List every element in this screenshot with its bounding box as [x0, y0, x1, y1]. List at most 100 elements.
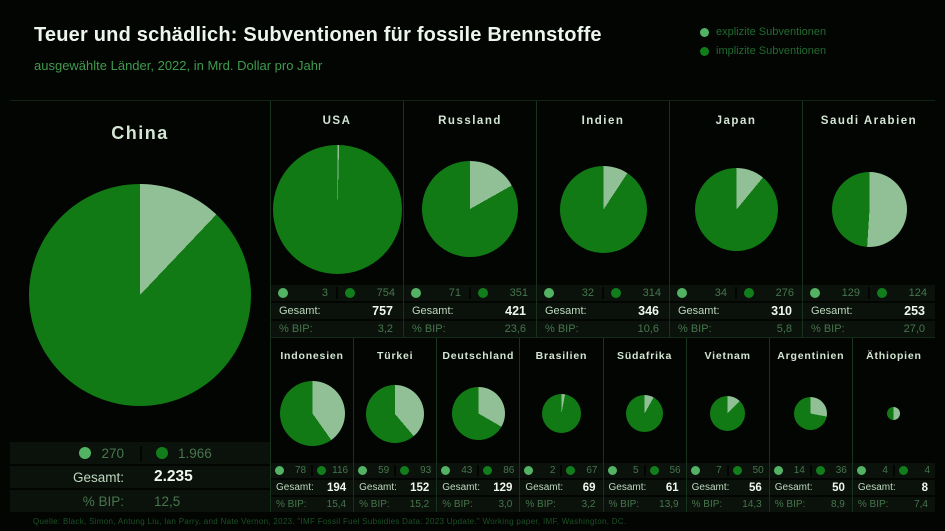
total-label: Gesamt: — [774, 482, 813, 493]
implicit-value: 93 — [420, 465, 432, 476]
explicit-value: 270 — [101, 445, 124, 461]
explicit-cell: 3 — [271, 287, 336, 299]
implicit-cell: 4 — [892, 465, 935, 476]
value-rows: 7 50 Gesamt: 56 % BIP: 14,3 — [686, 461, 769, 512]
implicit-value: 276 — [775, 287, 794, 299]
explicit-dot-icon — [524, 466, 534, 475]
implicit-value: 86 — [503, 465, 515, 476]
bip-value: 13,9 — [659, 499, 679, 510]
total-row: Gesamt: 50 — [769, 480, 852, 495]
implicit-dot-icon — [566, 466, 576, 475]
bip-value: 10,6 — [637, 323, 659, 335]
pie-chart — [422, 161, 518, 257]
explicit-dot-icon — [856, 466, 866, 475]
bip-row: % BIP: 3,2 — [520, 497, 603, 512]
subsidy-values-row: 14 36 — [769, 463, 852, 478]
total-row: Gesamt: 2.235 — [10, 466, 270, 488]
total-label: Gesamt: — [359, 482, 397, 493]
country-title: Deutschland — [442, 350, 515, 362]
implicit-dot-icon — [317, 466, 327, 475]
bip-row: % BIP: 23,6 — [404, 321, 536, 337]
value-rows: 4 4 Gesamt: 8 % BIP: 7,4 — [852, 461, 935, 512]
implicit-cell: 36 — [809, 465, 852, 476]
country-row-large: USA 3 754 Gesamt: 757 % BIP: 3,2 — [271, 101, 935, 338]
implicit-cell: 1.966 — [140, 445, 270, 461]
value-rows: 34 276 Gesamt: 310 % BIP: 5,8 — [670, 283, 802, 337]
bip-label: % BIP: — [608, 499, 640, 510]
total-value: 346 — [638, 304, 659, 318]
pie-wrap — [853, 366, 935, 461]
explicit-dot-icon — [358, 466, 368, 475]
implicit-dot-icon — [611, 288, 621, 298]
legend-item-implicit: implizite Subventionen — [700, 45, 826, 57]
explicit-value: 59 — [378, 465, 390, 476]
pie-wrap — [437, 366, 519, 461]
country-title: Japan — [715, 115, 757, 127]
explicit-dot-icon — [773, 466, 783, 475]
implicit-value: 1.966 — [178, 445, 212, 461]
total-value: 8 — [921, 481, 928, 494]
explicit-dot-icon — [607, 466, 617, 475]
implicit-value: 314 — [642, 287, 661, 299]
total-label: Gesamt: — [545, 305, 587, 317]
explicit-cell: 59 — [354, 465, 394, 476]
pie-wrap — [537, 135, 669, 283]
featured-panel-column: China 270 1.966 Gesamt: 2.235 % BIP: — [10, 101, 270, 512]
explicit-dot-icon — [544, 288, 554, 298]
country-panel-argentinien: Argentinien 14 36 Gesamt: 50 % BIP: — [768, 338, 852, 512]
bip-label: % BIP: — [279, 323, 313, 335]
subsidy-values-row: 270 1.966 — [10, 442, 270, 464]
country-panel-indien: Indien 32 314 Gesamt: 346 % BIP: — [536, 101, 669, 337]
total-row: Gesamt: 194 — [271, 480, 354, 495]
bip-label: % BIP: — [545, 323, 579, 335]
page-subtitle: ausgewählte Länder, 2022, in Mrd. Dollar… — [34, 58, 323, 73]
total-label: Gesamt: — [678, 305, 720, 317]
pie-chart — [694, 167, 778, 251]
country-title: Brasilien — [535, 350, 588, 362]
bip-row: % BIP: 5,8 — [670, 321, 802, 337]
pie-wrap — [520, 366, 602, 461]
pie-wrap — [10, 149, 270, 440]
pie-wrap — [404, 135, 536, 283]
implicit-cell: 116 — [311, 465, 353, 476]
subsidy-values-row: 3 754 — [271, 285, 403, 301]
implicit-value: 116 — [332, 465, 349, 476]
bip-value: 14,3 — [742, 499, 762, 510]
implicit-dot-icon — [483, 466, 493, 475]
total-label: Gesamt: — [525, 482, 564, 493]
value-rows: 5 56 Gesamt: 61 % BIP: 13,9 — [603, 461, 686, 512]
implicit-cell: 67 — [560, 465, 602, 476]
country-grid: USA 3 754 Gesamt: 757 % BIP: 3,2 — [270, 101, 935, 512]
bip-row: % BIP: 14,3 — [686, 497, 769, 512]
explicit-value: 5 — [633, 465, 639, 476]
bip-row: % BIP: 8,9 — [769, 497, 852, 512]
value-rows: 14 36 Gesamt: 50 % BIP: 8,9 — [769, 461, 852, 512]
total-value: 310 — [771, 304, 792, 318]
explicit-value: 7 — [716, 465, 722, 476]
implicit-dot-icon — [649, 466, 659, 475]
bip-value: 3,2 — [581, 499, 596, 510]
pie-wrap — [687, 366, 769, 461]
bip-value: 15,2 — [409, 499, 430, 510]
total-value: 56 — [748, 481, 762, 494]
total-label: Gesamt: — [691, 482, 730, 493]
implicit-value: 351 — [509, 287, 528, 299]
explicit-cell: 43 — [437, 465, 477, 476]
pie-chart — [272, 144, 402, 274]
implicit-dot-icon — [156, 447, 168, 459]
total-value: 253 — [904, 304, 925, 318]
explicit-dot-icon — [441, 466, 451, 475]
bip-label: % BIP: — [82, 493, 124, 509]
country-title: Indien — [581, 115, 625, 127]
pie-chart — [794, 397, 828, 430]
implicit-cell: 276 — [735, 287, 802, 299]
total-row: Gesamt: 310 — [670, 303, 802, 319]
implicit-dot-icon — [898, 466, 908, 475]
implicit-dot-icon — [744, 288, 754, 298]
implicit-dot-icon — [345, 288, 355, 298]
bip-label: % BIP: — [678, 323, 712, 335]
pie-wrap — [770, 366, 852, 461]
pie-wrap — [271, 135, 403, 283]
total-value: 194 — [326, 481, 347, 494]
